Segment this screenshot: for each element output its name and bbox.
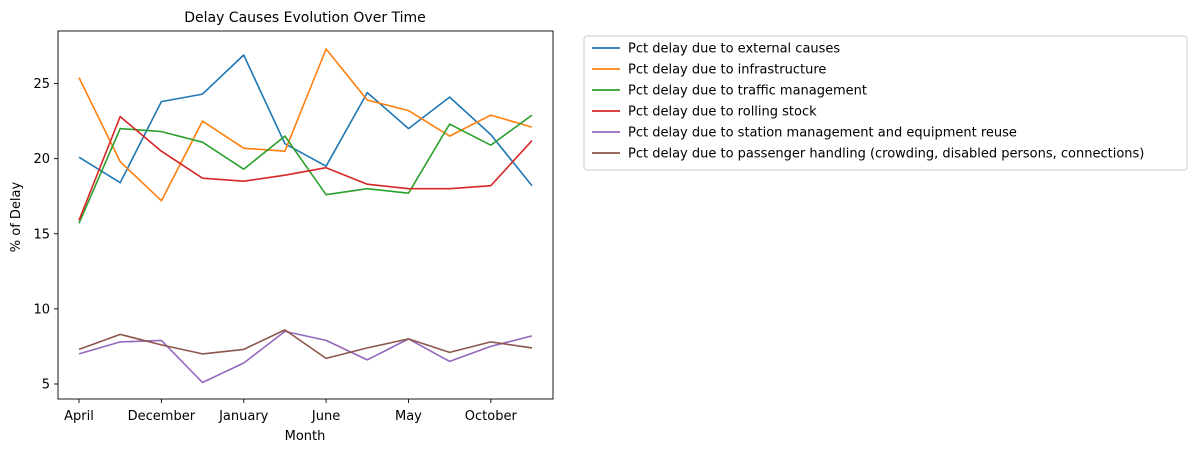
y-tick-label: 25 — [33, 77, 50, 92]
series-line-2 — [78, 48, 533, 202]
y-tick-label: 10 — [33, 302, 50, 317]
y-tick-label: 20 — [33, 152, 50, 167]
series-lines — [78, 48, 533, 384]
series-line-5 — [78, 330, 533, 384]
legend-label-3: Pct delay due to traffic management — [628, 84, 867, 99]
y-tick-label: 15 — [33, 227, 50, 242]
y-tick-label: 5 — [42, 377, 50, 392]
legend-label-4: Pct delay due to rolling stock — [628, 105, 817, 120]
x-axis-label: Month — [285, 429, 326, 444]
plot-frame — [57, 30, 554, 400]
plot-area — [57, 30, 554, 400]
x-tick-label: May — [395, 409, 422, 424]
x-tick-label: October — [465, 409, 518, 424]
legend-box — [583, 35, 1188, 171]
y-axis: 5 10 15 20 25 — [33, 77, 58, 392]
series-line-1 — [78, 54, 533, 187]
series-line-4 — [78, 115, 533, 221]
x-axis: April December January June May October — [64, 399, 517, 424]
x-tick-label: December — [128, 409, 196, 424]
legend-label-6: Pct delay due to passenger handling (cro… — [628, 147, 1144, 162]
legend-label-1: Pct delay due to external causes — [628, 42, 840, 57]
series-line-6 — [78, 329, 533, 360]
chart-title: Delay Causes Evolution Over Time — [184, 10, 426, 26]
y-axis-label: % of Delay — [9, 181, 24, 252]
series-line-3 — [78, 114, 533, 224]
x-tick-label: June — [311, 409, 340, 424]
legend-label-5: Pct delay due to station management and … — [628, 126, 1017, 141]
x-tick-label: April — [64, 409, 94, 424]
legend-label-2: Pct delay due to infrastructure — [628, 63, 826, 78]
legend: Pct delay due to external causes Pct dela… — [583, 35, 1188, 171]
x-tick-label: January — [218, 409, 269, 424]
